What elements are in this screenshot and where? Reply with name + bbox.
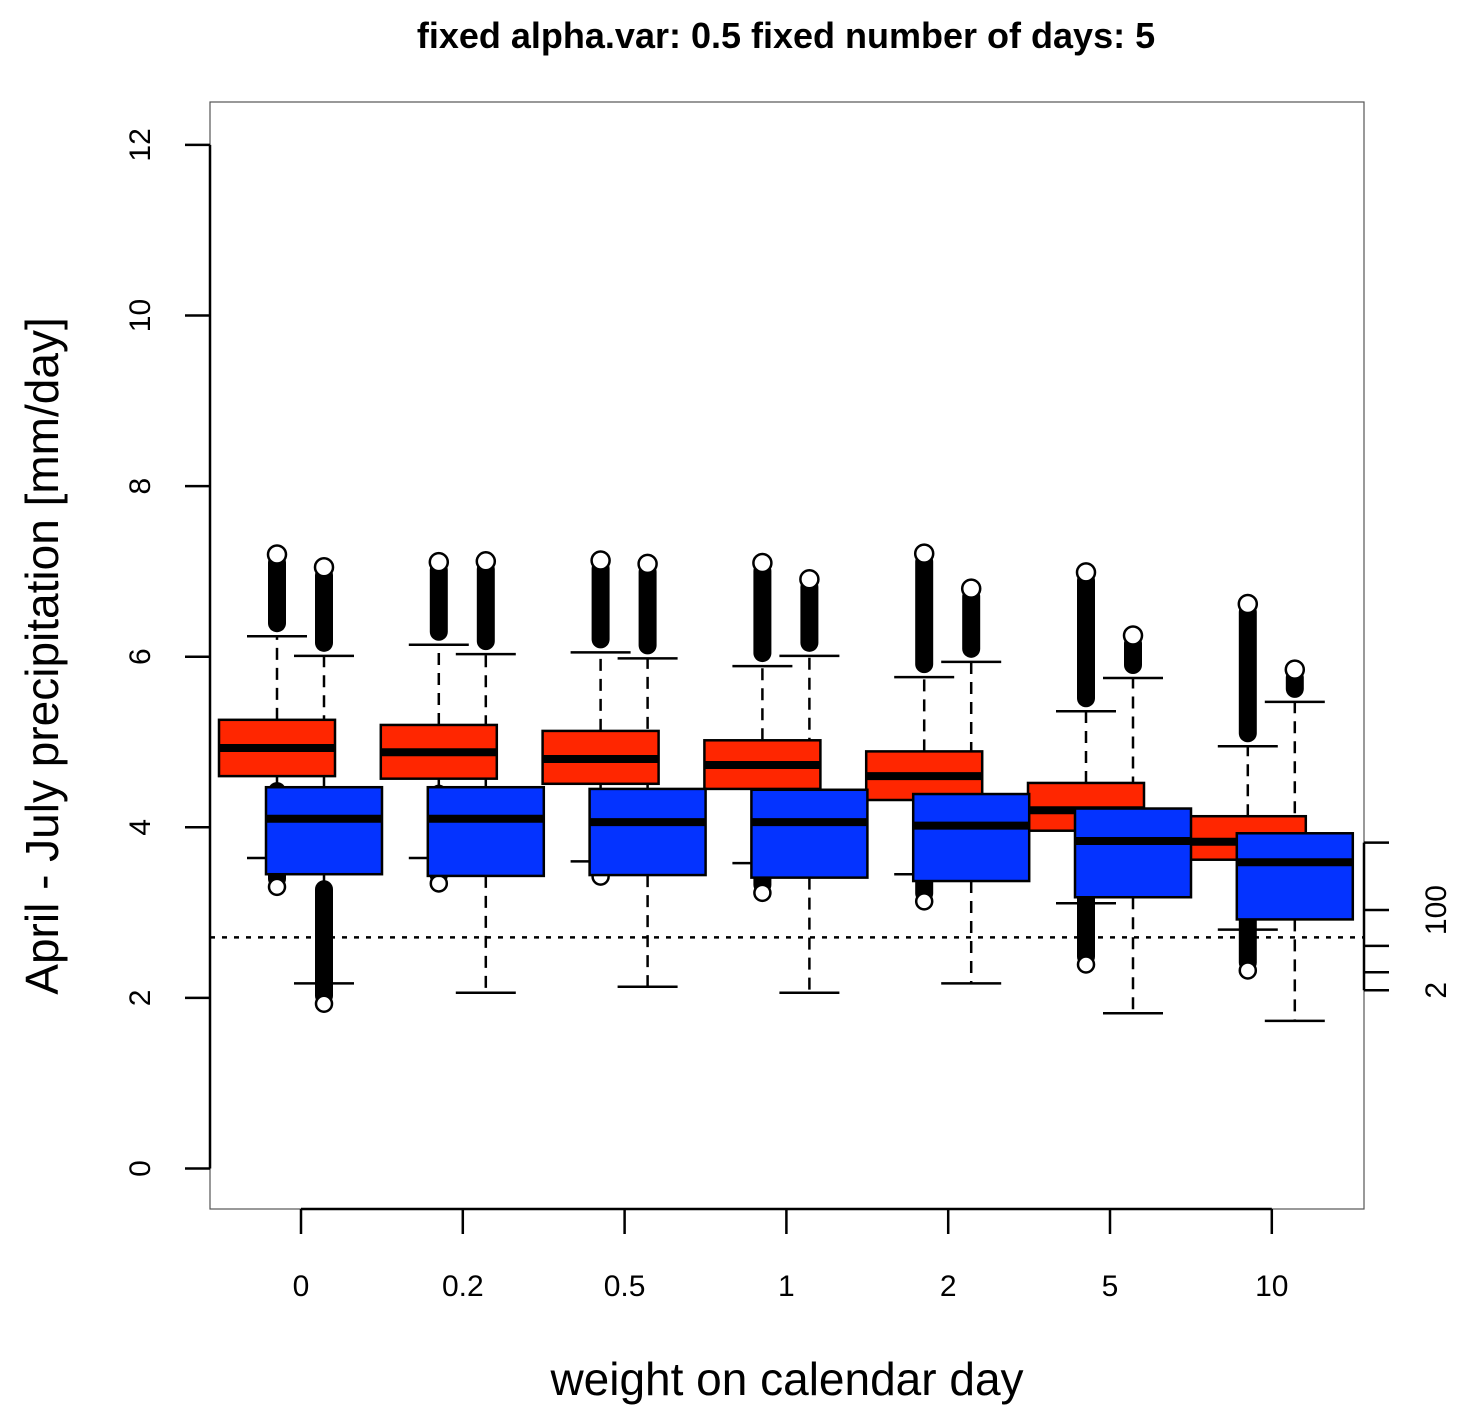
x-tick-label: 10 xyxy=(1255,1270,1288,1303)
box-group-red xyxy=(379,723,499,780)
y-tick-label: 6 xyxy=(124,648,157,665)
outlier-point xyxy=(267,877,287,897)
outlier-point xyxy=(314,994,334,1013)
x-tick-label: 0.2 xyxy=(442,1270,484,1303)
box-blue xyxy=(426,785,546,878)
y-tick-label: 8 xyxy=(124,478,157,495)
outlier-cluster-high xyxy=(591,559,610,649)
outlier-point xyxy=(313,557,335,578)
outlier-cluster-high xyxy=(800,578,819,652)
box-group-blue xyxy=(1235,832,1355,921)
x-tick-label: 0 xyxy=(293,1270,310,1303)
y-tick-label: 2 xyxy=(124,990,157,1007)
chart-title: fixed alpha.var: 0.5 fixed number of day… xyxy=(417,15,1155,56)
outlier-point xyxy=(1122,625,1144,646)
x-tick-label: 5 xyxy=(1102,1270,1119,1303)
box-group-red xyxy=(864,750,984,802)
whisker-group-red xyxy=(1056,562,1116,974)
outlier-point xyxy=(475,551,497,572)
outlier-cluster-low xyxy=(315,880,333,1005)
whisker-group-blue xyxy=(455,551,516,995)
outlier-point xyxy=(429,874,449,893)
x-tick-label: 0.5 xyxy=(604,1270,646,1303)
outlier-cluster-high xyxy=(962,587,981,658)
box-group-red xyxy=(703,739,822,791)
outlier-point xyxy=(914,892,934,911)
right-axis-label: 2 xyxy=(1420,982,1453,999)
x-tick-label: 2 xyxy=(940,1270,957,1303)
x-axis-title: weight on calendar day xyxy=(549,1353,1023,1405)
whisker-group-blue xyxy=(779,568,840,995)
outlier-point xyxy=(1075,562,1097,583)
outlier-cluster-high xyxy=(268,553,286,633)
outlier-cluster-high xyxy=(753,562,772,663)
outlier-point xyxy=(913,543,935,564)
box-blue xyxy=(1235,832,1355,921)
box-blue xyxy=(1073,807,1193,899)
outlier-point xyxy=(752,552,773,574)
y-tick-label: 0 xyxy=(124,1160,157,1177)
outlier-cluster-high xyxy=(915,552,934,674)
outlier-cluster-high xyxy=(1077,571,1095,708)
box-group-red xyxy=(217,718,337,778)
outlier-point xyxy=(1284,659,1306,680)
outlier-cluster-high xyxy=(476,560,495,651)
outlier-cluster-high xyxy=(315,566,333,652)
boxes xyxy=(217,543,1355,1023)
whisker-group-blue xyxy=(1264,659,1325,1023)
x-axis: 0 0.2 0.5 1 2 5 10 xyxy=(293,1207,1288,1303)
box-blue xyxy=(588,787,707,877)
outlier-point xyxy=(1076,955,1096,974)
x-tick-label: 1 xyxy=(778,1270,795,1303)
y-axis: 0 2 4 6 8 10 12 xyxy=(124,128,212,1177)
box-group-blue xyxy=(588,787,707,877)
box-group-red xyxy=(541,729,660,786)
outlier-point xyxy=(1237,593,1259,615)
box-group-blue xyxy=(1073,807,1193,899)
right-axis-label: 100 xyxy=(1420,885,1453,935)
box-group-blue xyxy=(264,785,384,876)
y-tick-label: 12 xyxy=(124,128,157,161)
outlier-point xyxy=(799,568,820,590)
outlier-point xyxy=(960,578,982,599)
outlier-point xyxy=(1238,961,1258,980)
box-blue xyxy=(264,785,384,876)
box-group-blue xyxy=(911,792,1031,883)
right-axis: 100 2 xyxy=(1362,841,1453,999)
whisker-group-blue xyxy=(294,557,354,1013)
whisker-group-red xyxy=(1217,593,1278,980)
y-axis-title: April - July precipitation [mm/day] xyxy=(16,317,68,994)
box-blue xyxy=(750,788,869,879)
outlier-cluster-high xyxy=(1238,602,1257,743)
box-blue xyxy=(911,792,1031,883)
outlier-point xyxy=(590,550,611,571)
y-tick-label: 4 xyxy=(124,819,157,836)
outlier-cluster-high xyxy=(638,562,657,655)
y-tick-label: 10 xyxy=(124,299,157,332)
box-group-blue xyxy=(426,785,546,878)
box-group-blue xyxy=(750,788,869,879)
outlier-point xyxy=(266,544,288,565)
outlier-point xyxy=(753,883,772,903)
outlier-cluster-high xyxy=(429,561,448,641)
outlier-point xyxy=(637,553,658,575)
outlier-point xyxy=(428,551,450,573)
